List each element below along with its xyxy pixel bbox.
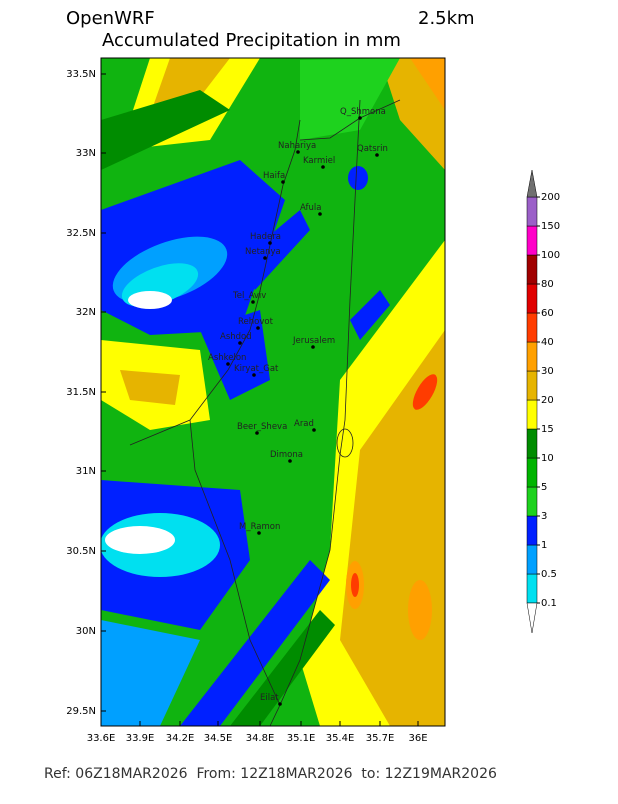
colorbar-band (526, 573, 538, 604)
city-dot (318, 212, 322, 216)
lat-label: 32.5N (66, 228, 96, 239)
colorbar-label: 60 (541, 308, 554, 319)
lon-label: 35.1E (287, 733, 316, 744)
city-dot (255, 431, 259, 435)
precip-field (101, 58, 445, 726)
city-label: Eilat (260, 693, 279, 703)
colorbar-label: 0.5 (541, 569, 557, 580)
city-label: Tel_Aviv (232, 291, 266, 301)
lon-label: 33.9E (126, 733, 155, 744)
lat-label: 31N (76, 466, 96, 477)
city-dot (312, 428, 316, 432)
city-label: Karmiel (303, 156, 335, 166)
city-dot (251, 300, 255, 304)
colorbar-band (526, 428, 538, 459)
city-dot (321, 165, 325, 169)
city-label: Afula (300, 203, 321, 213)
city-label: Haifa (263, 171, 285, 181)
boundaries (129, 99, 401, 727)
colorbar-band (526, 486, 538, 517)
colorbar-under (526, 602, 538, 634)
city-dot (263, 256, 267, 260)
colorbar-label: 20 (541, 395, 554, 406)
lon-label: 34.2E (166, 733, 195, 744)
lat-label: 29.5N (66, 706, 96, 717)
city-label: Arad (294, 419, 314, 429)
colorbar-label: 3 (541, 511, 547, 522)
city-dot (268, 241, 272, 245)
model-name: OpenWRF (66, 8, 155, 29)
colorbar-label: 10 (541, 453, 554, 464)
lon-label: 34.8E (246, 733, 275, 744)
city-dot (296, 150, 300, 154)
colorbar-band (526, 254, 538, 285)
colorbar-band (526, 312, 538, 343)
city-label: Rehovot (238, 317, 274, 327)
city-dot (281, 180, 285, 184)
colorbar-label: 15 (541, 424, 554, 435)
colorbar-label: 1 (541, 540, 547, 551)
lat-label: 33.5N (66, 69, 96, 80)
colorbar-band (526, 341, 538, 372)
city-label: Jerusalem (292, 336, 335, 346)
lat-label: 30.5N (66, 546, 96, 557)
city-dot (311, 345, 315, 349)
city-label: Q_Shmona (340, 107, 386, 117)
colorbar-label: 5 (541, 482, 547, 493)
colorbar-over (526, 169, 538, 198)
city-label: Ashdod (220, 332, 252, 342)
city-dot (278, 702, 282, 706)
colorbar-label: 100 (541, 250, 560, 261)
city-dot (375, 153, 379, 157)
city-dot (226, 362, 230, 366)
colorbar-band (526, 544, 538, 575)
city-dot (256, 326, 260, 330)
lat-label: 33N (76, 148, 96, 159)
city-label: Beer_Sheva (237, 422, 287, 432)
city-label: Hadera (250, 232, 281, 242)
title: Accumulated Precipitation in mm (102, 30, 401, 51)
colorbar-label: 0.1 (541, 598, 557, 609)
lat-label: 32N (76, 307, 96, 318)
lon-label: 33.6E (87, 733, 116, 744)
colorbar-band (526, 370, 538, 401)
lon-label: 34.5E (204, 733, 233, 744)
city-label: Nahariya (278, 141, 316, 151)
colorbar-label: 80 (541, 279, 554, 290)
colorbar-label: 40 (541, 337, 554, 348)
city-dot (252, 373, 256, 377)
city-dot (257, 531, 261, 535)
city-label: Netanya (245, 247, 281, 257)
city-dot (238, 341, 242, 345)
city-label: M_Ramon (239, 522, 280, 532)
city-label: Qatsrin (357, 144, 388, 154)
colorbar-band (526, 399, 538, 430)
lat-label: 31.5N (66, 387, 96, 398)
colorbar-band (526, 225, 538, 256)
lon-label: 35.7E (366, 733, 395, 744)
colorbar-band (526, 196, 538, 227)
lon-label: 35.4E (326, 733, 355, 744)
colorbar-band (526, 457, 538, 488)
resolution: 2.5km (418, 8, 475, 29)
city-label: Kiryat_Gat (234, 364, 279, 374)
city-dot (358, 116, 362, 120)
colorbar-label: 30 (541, 366, 554, 377)
colorbar-band (526, 283, 538, 314)
lat-label: 30N (76, 626, 96, 637)
city-label: Dimona (270, 450, 303, 460)
colorbar-band (526, 515, 538, 546)
lon-label: 36E (408, 733, 427, 744)
city-label: Ashkelon (208, 353, 246, 363)
colorbar-label: 200 (541, 192, 560, 203)
colorbar-label: 150 (541, 221, 560, 232)
footer: Ref: 06Z18MAR2026 From: 12Z18MAR2026 to:… (44, 766, 497, 782)
city-dot (288, 459, 292, 463)
